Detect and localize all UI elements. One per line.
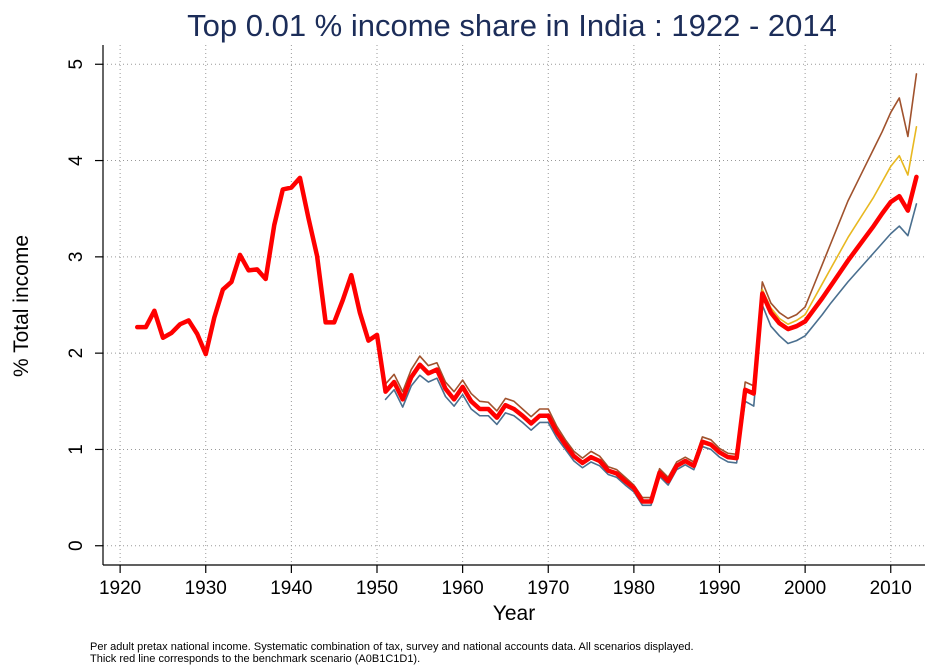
y-tick-label: 5 bbox=[66, 59, 87, 70]
x-tick-label: 1990 bbox=[698, 578, 740, 599]
x-tick-label: 1940 bbox=[270, 578, 312, 599]
footnote: Per adult pretax national income. System… bbox=[90, 641, 694, 653]
series-line bbox=[135, 174, 919, 504]
x-tick-label: 1920 bbox=[99, 578, 141, 599]
y-tick-label: 4 bbox=[66, 155, 87, 166]
series-line bbox=[384, 126, 918, 503]
y-axis-label: % Total income bbox=[10, 235, 33, 377]
series-line bbox=[384, 73, 918, 499]
chart-title: Top 0.01 % income share in India : 1922 … bbox=[187, 8, 837, 43]
y-tick-label: 1 bbox=[66, 444, 87, 455]
y-tick-label: 0 bbox=[66, 540, 87, 551]
x-tick-label: 1960 bbox=[441, 578, 483, 599]
x-tick-label: 1980 bbox=[613, 578, 655, 599]
footnote: Thick red line corresponds to the benchm… bbox=[90, 653, 420, 665]
x-axis-label: Year bbox=[493, 602, 535, 625]
x-tick-label: 1970 bbox=[527, 578, 569, 599]
x-tick-label: 2010 bbox=[870, 578, 912, 599]
y-tick-label: 2 bbox=[66, 348, 87, 359]
x-tick-label: 1930 bbox=[185, 578, 227, 599]
x-tick-label: 2000 bbox=[784, 578, 826, 599]
x-tick-label: 1950 bbox=[356, 578, 398, 599]
series-line bbox=[384, 203, 918, 507]
y-tick-label: 3 bbox=[66, 252, 87, 263]
